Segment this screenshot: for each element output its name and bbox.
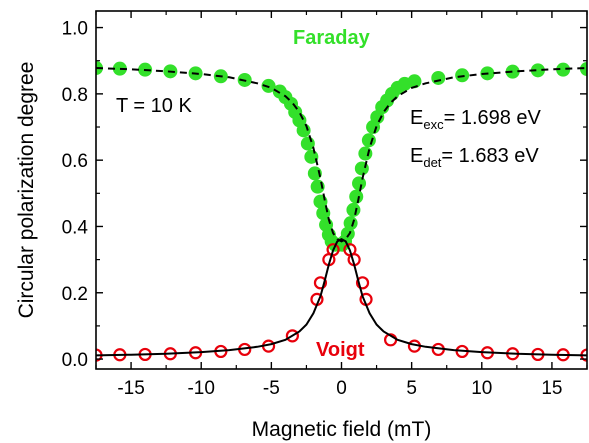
- faraday-data-point: [407, 74, 422, 89]
- axis-ticks: -15 -10 -5 0 5 10 15 0.0 0.2 0.4 0.6 0.8 1.0: [62, 11, 588, 399]
- x-tick-label: -15: [117, 378, 144, 399]
- y-axis-title: Circular polarization degree: [15, 62, 38, 319]
- faraday-data-point: [530, 63, 545, 78]
- e-det-symbol: E: [410, 145, 423, 167]
- temperature-annotation: T = 10 K: [116, 95, 192, 117]
- y-tick-label: 0.0: [62, 350, 88, 371]
- faraday-data-point: [296, 123, 311, 138]
- detection-energy-annotation: Edet= 1.683 eV: [410, 145, 539, 170]
- e-exc-value: = 1.698 eV: [444, 107, 542, 129]
- faraday-data-point: [358, 146, 373, 161]
- y-tick-label: 1.0: [62, 19, 88, 40]
- voigt-fit-curve: [96, 237, 587, 357]
- x-tick-label: 5: [406, 378, 417, 399]
- faraday-series-label: Faraday: [293, 27, 371, 49]
- faraday-data-point: [505, 64, 520, 79]
- voigt-data-point: [285, 329, 299, 343]
- voigt-data-point: [326, 243, 340, 257]
- faraday-data-point: [307, 166, 322, 181]
- y-tick-label: 0.4: [62, 217, 89, 238]
- faraday-data-point: [112, 61, 127, 76]
- e-exc-subscript: exc: [423, 117, 444, 132]
- voigt-series-label: Voigt: [316, 339, 365, 361]
- faraday-fit-curve: [96, 67, 587, 243]
- faraday-data-point: [556, 62, 571, 77]
- e-det-value: = 1.683 eV: [441, 145, 539, 167]
- x-axis-title: Magnetic field (mT): [252, 418, 432, 441]
- x-tick-label: 10: [471, 378, 492, 399]
- faraday-data-point: [431, 70, 446, 85]
- e-det-subscript: det: [423, 155, 441, 170]
- faraday-data-point: [261, 78, 276, 93]
- faraday-data-point: [349, 189, 364, 204]
- x-tick-label: 0: [336, 378, 347, 399]
- faraday-data-point: [346, 202, 361, 217]
- y-tick-label: 0.8: [62, 85, 88, 106]
- faraday-data-point: [361, 133, 376, 148]
- x-tick-label: 15: [541, 378, 562, 399]
- faraday-data-point: [343, 216, 358, 231]
- y-tick-label: 0.2: [62, 284, 88, 305]
- y-tick-label: 0.6: [62, 151, 88, 172]
- voigt-data-point: [355, 276, 370, 290]
- voigt-data-point: [313, 276, 328, 290]
- faraday-data-point: [352, 176, 367, 191]
- x-tick-label: -10: [187, 378, 214, 399]
- fit-curves: [96, 67, 587, 357]
- excitation-energy-annotation: Eexc= 1.698 eV: [410, 107, 542, 132]
- e-exc-symbol: E: [410, 107, 423, 129]
- x-tick-label: -5: [263, 378, 280, 399]
- faraday-data-point: [340, 226, 355, 241]
